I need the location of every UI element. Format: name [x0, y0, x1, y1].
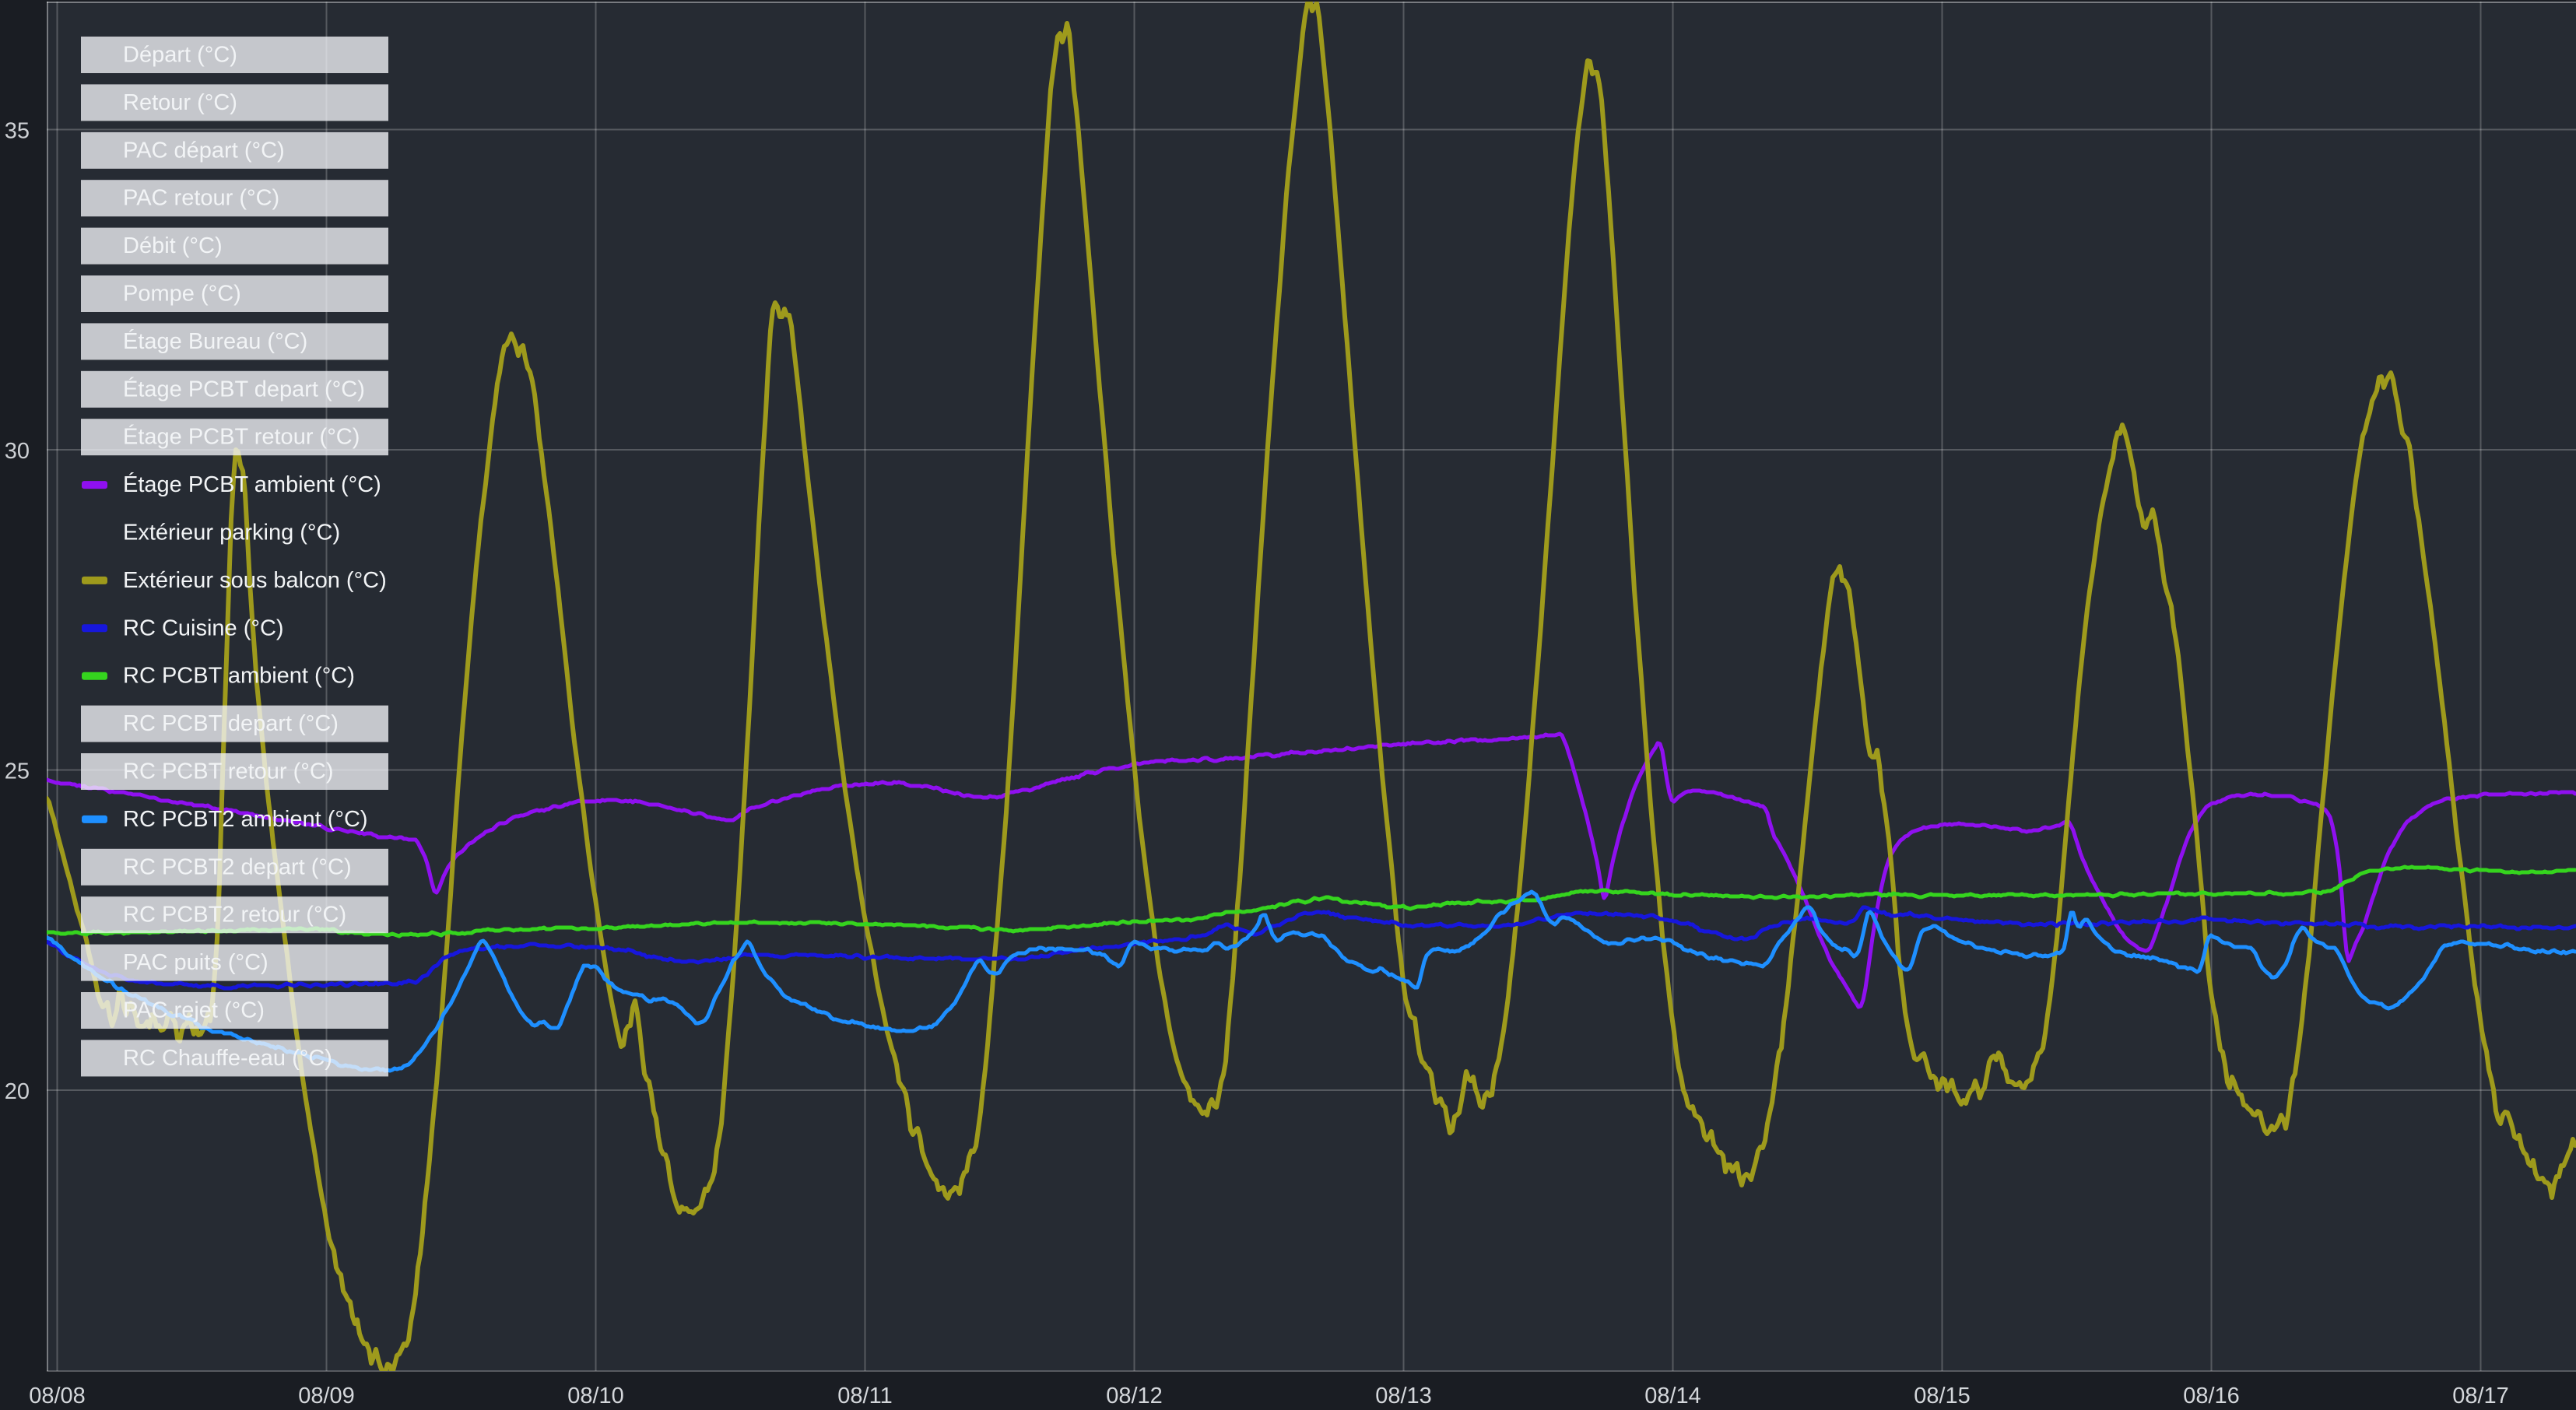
svg-text:Extérieur parking (°C): Extérieur parking (°C) — [123, 521, 340, 545]
svg-text:08/16: 08/16 — [2183, 1384, 2240, 1408]
svg-text:RC PCBT2 ambient (°C): RC PCBT2 ambient (°C) — [123, 807, 368, 832]
svg-text:30: 30 — [5, 439, 30, 464]
svg-text:RC PCBT2 retour (°C): RC PCBT2 retour (°C) — [123, 903, 346, 928]
svg-text:Extérieur sous balcon (°C): Extérieur sous balcon (°C) — [123, 568, 387, 593]
svg-text:35: 35 — [5, 119, 30, 144]
svg-text:Étage PCBT ambient (°C): Étage PCBT ambient (°C) — [123, 472, 381, 497]
svg-text:Étage PCBT retour (°C): Étage PCBT retour (°C) — [123, 424, 360, 450]
svg-text:Pompe (°C): Pompe (°C) — [123, 282, 241, 307]
svg-text:08/10: 08/10 — [567, 1384, 624, 1408]
svg-text:08/09: 08/09 — [298, 1384, 355, 1408]
svg-text:RC PCBT ambient (°C): RC PCBT ambient (°C) — [123, 664, 355, 689]
svg-text:08/12: 08/12 — [1106, 1384, 1163, 1408]
svg-text:20: 20 — [5, 1079, 30, 1104]
svg-text:PAC départ (°C): PAC départ (°C) — [123, 138, 285, 163]
svg-text:RC Chauffe-eau (°C): RC Chauffe-eau (°C) — [123, 1046, 332, 1071]
svg-text:08/08: 08/08 — [29, 1384, 86, 1408]
svg-text:Débit (°C): Débit (°C) — [123, 233, 223, 258]
svg-text:Étage PCBT depart (°C): Étage PCBT depart (°C) — [123, 376, 365, 402]
svg-text:08/15: 08/15 — [1914, 1384, 1971, 1408]
svg-text:RC Cuisine (°C): RC Cuisine (°C) — [123, 616, 284, 640]
svg-text:25: 25 — [5, 759, 30, 784]
svg-text:RC PCBT depart (°C): RC PCBT depart (°C) — [123, 711, 339, 736]
svg-text:PAC rejet (°C): PAC rejet (°C) — [123, 998, 265, 1023]
svg-text:08/17: 08/17 — [2452, 1384, 2509, 1408]
svg-text:08/14: 08/14 — [1644, 1384, 1701, 1408]
svg-text:Étage Bureau (°C): Étage Bureau (°C) — [123, 328, 307, 354]
svg-text:RC PCBT2 depart (°C): RC PCBT2 depart (°C) — [123, 854, 352, 879]
svg-text:PAC puits (°C): PAC puits (°C) — [123, 950, 268, 975]
svg-text:Départ (°C): Départ (°C) — [123, 43, 237, 68]
svg-text:Retour (°C): Retour (°C) — [123, 90, 237, 115]
svg-text:PAC retour (°C): PAC retour (°C) — [123, 186, 279, 211]
svg-text:08/13: 08/13 — [1375, 1384, 1432, 1408]
svg-text:RC PCBT retour (°C): RC PCBT retour (°C) — [123, 759, 334, 784]
svg-text:08/11: 08/11 — [837, 1384, 892, 1408]
